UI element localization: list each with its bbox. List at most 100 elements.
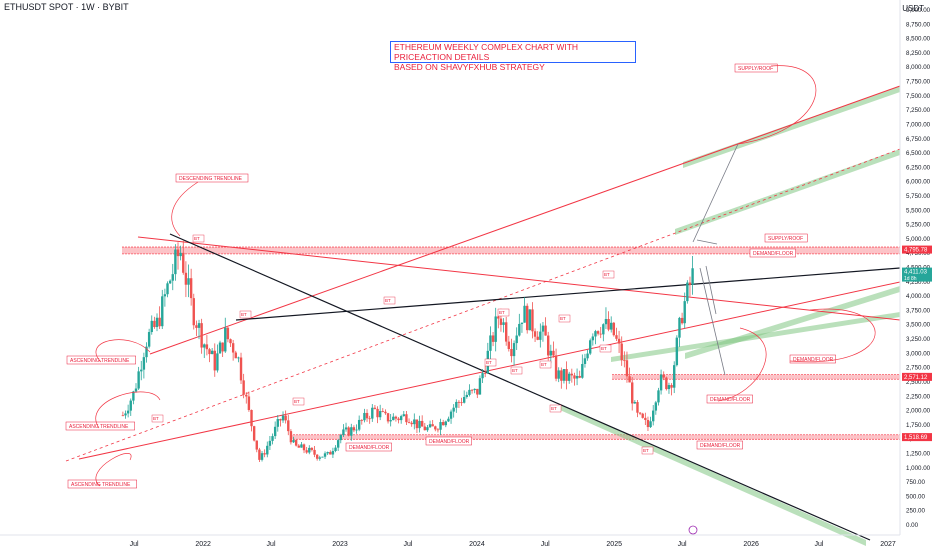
candle-body: [378, 411, 382, 418]
price-tag-value: 2,571.12: [904, 375, 928, 381]
candle-body: [376, 408, 379, 418]
annotation-label: DEMAND/FLOOR: [753, 251, 794, 257]
candle-body: [528, 309, 532, 331]
candle-body: [665, 377, 668, 390]
annotation-box: [67, 479, 137, 489]
candle-body: [436, 429, 440, 431]
price-tag-value: 1,518.69: [904, 435, 928, 441]
candle-body: [386, 413, 390, 422]
candle-body: [607, 319, 610, 330]
candle-body: [423, 426, 427, 431]
annotations: SUPPLY/ROOF SUPPLY/ROOF DEMAND/FLOOR DEMAND…: [65, 63, 876, 489]
event-marker-icon: [688, 525, 698, 535]
price-tag-countdown: 1d 8h: [904, 276, 917, 282]
candle-body: [434, 426, 437, 430]
channel-band-descending: [611, 312, 900, 362]
y-tick-label: 1,750.00: [906, 422, 931, 429]
symbol-label[interactable]: ETHUSDT SPOT · 1W · BYBIT: [4, 2, 129, 12]
annotation-box: [175, 173, 249, 183]
candle-body: [250, 409, 253, 427]
candle-body: [205, 344, 209, 350]
candle-body: [239, 357, 243, 381]
candle-body: [657, 390, 660, 403]
candle-body: [258, 449, 261, 460]
candle-body: [525, 305, 529, 331]
candle-body: [670, 385, 673, 388]
candle-body: [142, 357, 146, 370]
y-axis[interactable]: 0.00 250.00 500.00 750.00 1,000.00 1,250.00 1,…: [899, 0, 931, 535]
candle-body: [602, 324, 605, 335]
candle-body: [441, 422, 445, 426]
annotation-label: ASCENDING TRENDLINE: [71, 482, 131, 488]
y-tick-label: 8,500.00: [906, 36, 931, 43]
candle-body: [350, 427, 353, 436]
candle-body: [557, 370, 560, 379]
x-tick-label: Jul: [815, 541, 824, 548]
candle-body: [407, 422, 411, 423]
candle-body: [231, 343, 235, 353]
candle-body: [470, 389, 474, 391]
currency-label[interactable]: USDT: [902, 4, 924, 13]
callout-curve: [717, 327, 767, 402]
candle-body: [570, 373, 574, 376]
x-axis[interactable]: Jul 2022 Jul 2023 Jul 2024 Jul 2025 Jul 2026 Jul 20…: [0, 525, 900, 548]
y-tick-label: 5,750.00: [906, 193, 931, 200]
candle-body: [271, 436, 274, 441]
candle-body: [533, 331, 537, 337]
y-tick-label: 2,750.00: [906, 365, 931, 372]
candle-body: [491, 335, 495, 342]
candle-body: [617, 338, 621, 344]
trendlines: [65, 85, 901, 546]
candle-body: [179, 252, 182, 257]
candle-body: [187, 278, 190, 285]
y-tick-label: 3,750.00: [906, 307, 931, 314]
candle-body: [596, 331, 600, 334]
projection-path: [696, 239, 718, 245]
candle-body: [410, 422, 413, 425]
candle-body: [567, 373, 571, 381]
bt-box: [484, 358, 497, 367]
x-tick-label: 2022: [195, 541, 211, 548]
candle-body: [292, 440, 295, 443]
channel-band-bottom: [560, 404, 866, 546]
zone-band: [612, 374, 900, 380]
candle-body: [418, 420, 421, 429]
candle-body: [153, 320, 156, 328]
annotation-label: DESCENDING TRENDLINE: [179, 176, 243, 182]
candle-body: [147, 332, 151, 347]
candle-body: [234, 352, 237, 359]
price-tag-box: [902, 245, 932, 254]
candle-body: [171, 274, 174, 281]
candle-body: [155, 317, 159, 328]
bt-box: [539, 360, 552, 369]
annotation-label: DEMAND/FLOOR: [429, 439, 470, 445]
annotation-box: [706, 394, 753, 404]
candle-body: [200, 323, 203, 348]
candle-body: [659, 374, 663, 391]
candle-body: [197, 323, 201, 328]
bt-box: [549, 404, 562, 413]
projection-path: [699, 267, 726, 376]
candle-body: [360, 419, 363, 421]
candle-body: [394, 416, 398, 419]
candle-body: [302, 444, 306, 451]
candle-body: [662, 374, 665, 378]
price-tag-value: 4,411.03: [904, 270, 928, 276]
bt-box: [602, 270, 615, 279]
bt-label: BT: [294, 399, 300, 404]
candle-body: [499, 318, 503, 325]
y-tick-label: 8,250.00: [906, 50, 931, 57]
annotation-box: [345, 442, 392, 452]
y-tick-label: 7,500.00: [906, 93, 931, 100]
bt-label: BT: [601, 346, 607, 351]
candle-body: [610, 322, 613, 330]
candle-body: [612, 322, 616, 336]
bt-label: BT: [643, 448, 649, 453]
y-tick-label: 6,500.00: [906, 150, 931, 157]
candle-body: [481, 373, 484, 379]
candle-body: [363, 412, 366, 421]
y-tick-label: 1,000.00: [906, 465, 931, 472]
bt-label: BT: [153, 416, 159, 421]
candle-body: [352, 427, 356, 431]
